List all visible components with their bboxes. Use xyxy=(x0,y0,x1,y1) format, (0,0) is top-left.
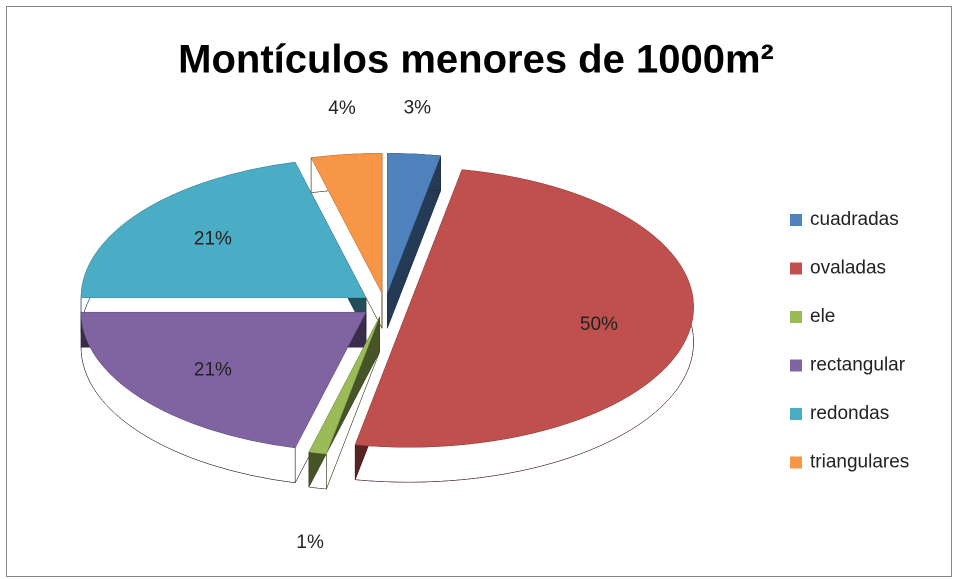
legend-label: cuadradas xyxy=(810,209,899,230)
legend-swatch xyxy=(790,262,802,275)
data-label: 21% xyxy=(194,360,232,381)
legend-swatch xyxy=(790,311,802,323)
data-label: 50% xyxy=(580,314,618,335)
data-label: 21% xyxy=(194,228,232,249)
legend-label: ovaladas xyxy=(810,258,886,279)
slice xyxy=(310,153,383,294)
data-label: 3% xyxy=(404,97,432,118)
chart-title: Montículos menores de 1000m² xyxy=(178,38,774,82)
legend-swatch xyxy=(790,408,802,420)
legend-swatch xyxy=(790,214,802,226)
slice xyxy=(308,316,380,455)
slice xyxy=(80,161,367,299)
data-label: 1% xyxy=(296,532,324,553)
legend-label: rectangular xyxy=(810,355,906,376)
data-label: 4% xyxy=(328,98,356,119)
legend-swatch xyxy=(790,456,802,469)
legend-swatch xyxy=(790,359,802,372)
legend-label: triangulares xyxy=(810,452,909,473)
slice xyxy=(387,153,442,294)
slice xyxy=(80,311,367,449)
legend-label: ele xyxy=(810,306,835,327)
legend-label: redondas xyxy=(810,403,889,424)
